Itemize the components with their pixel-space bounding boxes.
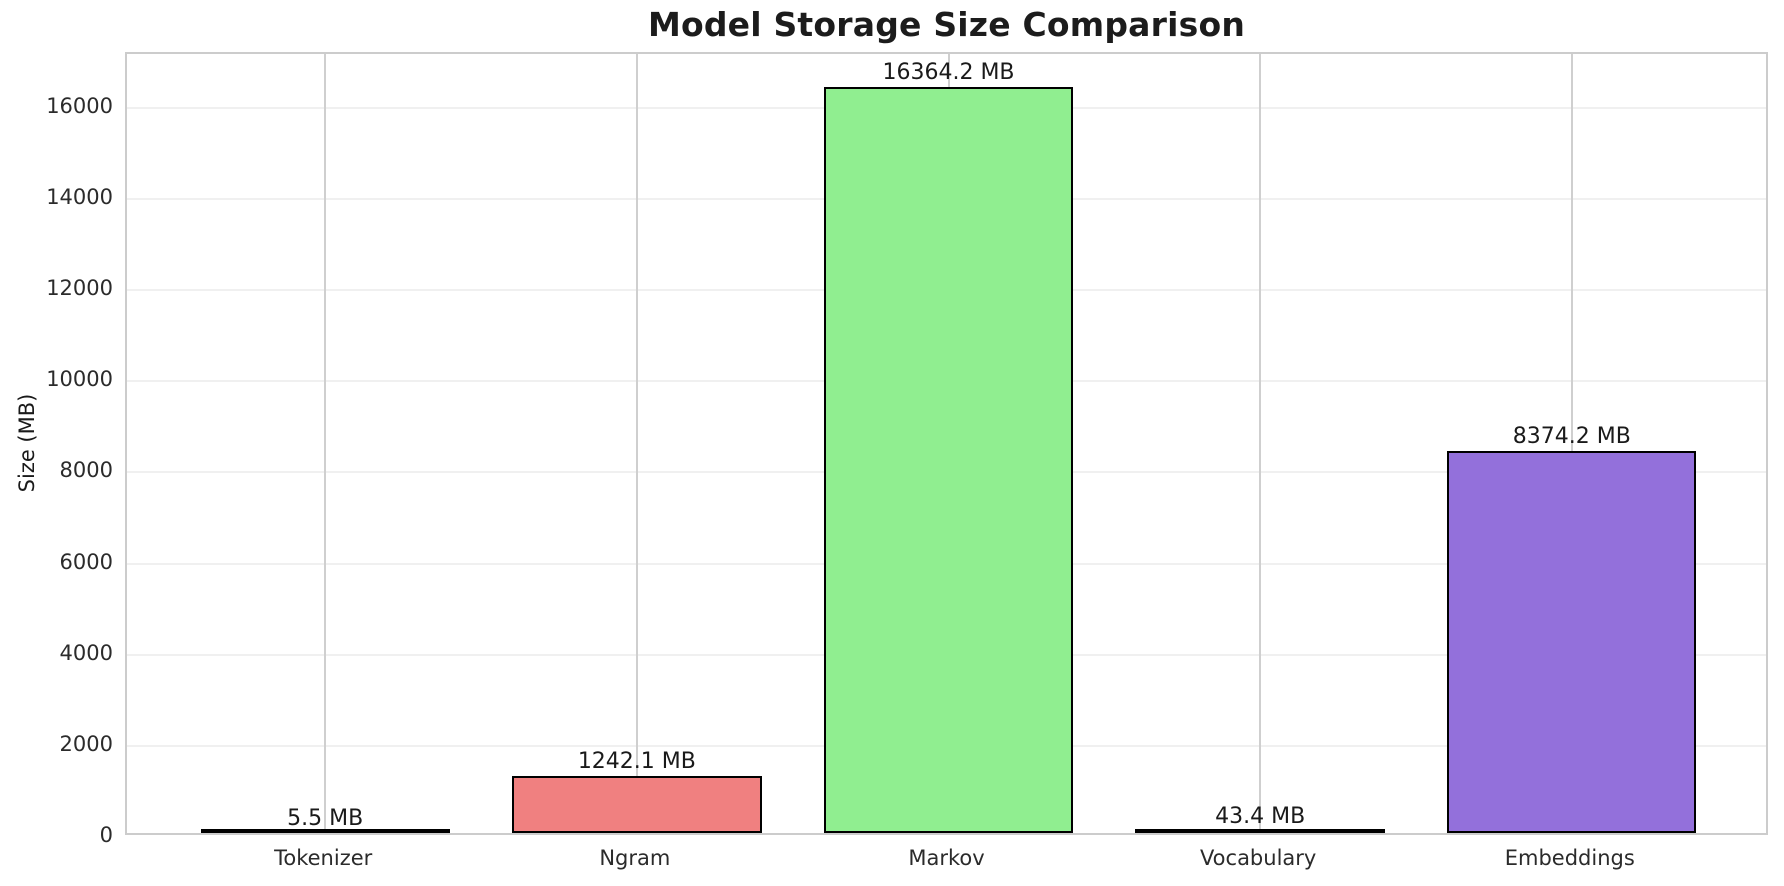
x-tick-label-tokenizer: Tokenizer [274, 846, 373, 870]
gridline-vertical [324, 54, 327, 833]
bar-value-label-vocabulary: 43.4 MB [1215, 804, 1306, 830]
y-tick-label: 12000 [46, 276, 113, 301]
y-tick-label: 0 [99, 823, 113, 847]
x-tick-label-ngram: Ngram [599, 846, 671, 870]
x-tick-label-vocabulary: Vocabulary [1199, 846, 1317, 870]
gridline-vertical [1570, 54, 1573, 833]
gridline-vertical [1259, 54, 1262, 833]
bar-value-label-tokenizer: 5.5 MB [287, 805, 364, 831]
bar-tokenizer [200, 829, 450, 833]
chart-title: Model Storage Size Comparison [647, 5, 1246, 44]
y-tick-label: 4000 [59, 640, 113, 665]
bar-ngram [512, 776, 762, 833]
y-tick-label: 2000 [59, 731, 113, 756]
bar-vocabulary [1135, 829, 1385, 833]
bar-markov [823, 87, 1074, 833]
x-tick-label-embeddings: Embeddings [1504, 846, 1635, 870]
bar-value-label-markov: 16364.2 MB [882, 60, 1015, 86]
y-tick-label: 8000 [59, 458, 113, 483]
bar-value-label-embeddings: 8374.2 MB [1512, 424, 1631, 450]
y-tick-label: 14000 [46, 185, 113, 209]
plot-area: 5.5 MB 1242.1 MB 16364.2 MB 43.4 MB 8374.2 M… [125, 52, 1768, 835]
y-tick-label: 16000 [46, 93, 113, 118]
bar-value-label-ngram: 1242.1 MB [577, 749, 696, 775]
y-tick-label: 6000 [59, 549, 113, 574]
gridline-vertical [635, 54, 638, 833]
bar-embeddings [1447, 451, 1697, 833]
y-tick-label: 10000 [46, 367, 113, 392]
x-tick-label-markov: Markov [908, 846, 985, 870]
